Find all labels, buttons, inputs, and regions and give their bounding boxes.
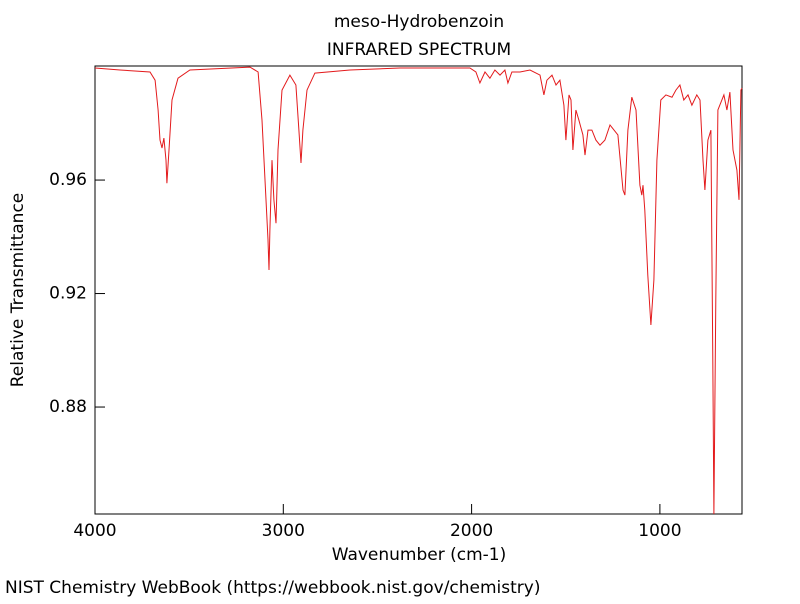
y-tick-label: 0.96: [49, 170, 87, 190]
chart-subtitle: INFRARED SPECTRUM: [327, 40, 511, 60]
x-tick-label: 2000: [450, 521, 493, 541]
y-axis-label: Relative Transmittance: [8, 193, 28, 388]
plot-frame: [94, 65, 743, 515]
y-tick-label: 0.92: [49, 284, 87, 304]
source-note: NIST Chemistry WebBook (https://webbook.…: [5, 578, 540, 598]
x-axis-label: Wavenumber (cm-1): [332, 545, 507, 565]
x-tick-label: 4000: [73, 521, 116, 541]
x-tick-label: 1000: [638, 521, 681, 541]
chart-title: meso-Hydrobenzoin: [334, 12, 504, 32]
spectrum-line: [94, 66, 743, 515]
y-tick-label: 0.88: [49, 397, 87, 417]
x-tick-label: 3000: [262, 521, 305, 541]
